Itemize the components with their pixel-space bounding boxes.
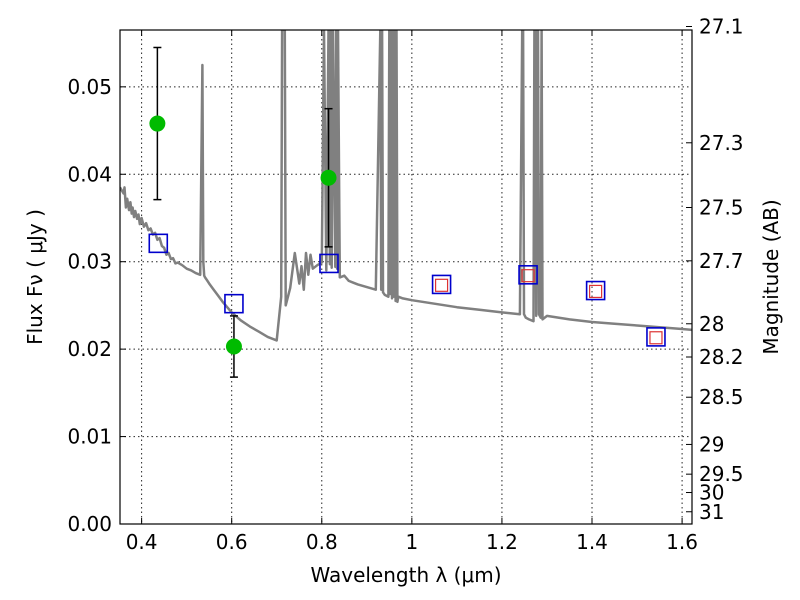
y-axis: 0.00 0.01 0.02 0.03 0.04 0.05 bbox=[67, 75, 126, 536]
plot-body bbox=[120, 30, 692, 378]
y2-tick-label: 27.5 bbox=[699, 195, 744, 219]
observed-limit-square bbox=[434, 278, 449, 292]
plot-frame bbox=[119, 29, 693, 525]
y2-tick-label: 27.3 bbox=[699, 131, 744, 155]
observed-limit-square bbox=[589, 284, 603, 299]
x-axis: 0.4 0.6 0.8 1 1.2 1.4 1.6 bbox=[126, 30, 698, 554]
model-photometry-square bbox=[431, 274, 452, 295]
model-photometry-square bbox=[518, 265, 538, 285]
y2-tick-label: 27.1 bbox=[699, 15, 744, 39]
y2-tick-label: 31 bbox=[699, 500, 724, 524]
x-tick-label: 1.2 bbox=[486, 530, 518, 554]
y2-tick-label: 28 bbox=[699, 312, 724, 336]
observed-point bbox=[320, 169, 337, 186]
model-spectrum-line bbox=[120, 30, 692, 342]
y-axis-label: Flux Fν ( μJy ) bbox=[23, 209, 47, 345]
y-tick-label: 0.01 bbox=[67, 425, 112, 449]
y2-axis-label: Magnitude (AB) bbox=[759, 199, 783, 354]
x-axis-label: Wavelength λ (μm) bbox=[310, 563, 501, 587]
y2-tick-label: 28.2 bbox=[699, 345, 744, 369]
observed-point bbox=[225, 338, 242, 355]
observed-limit-square bbox=[521, 269, 535, 283]
y-tick-label: 0.00 bbox=[67, 512, 112, 536]
y-tick-label: 0.04 bbox=[67, 162, 112, 186]
model-photometry-square bbox=[646, 327, 666, 347]
y2-tick-label: 29 bbox=[699, 432, 724, 456]
x-tick-label: 1 bbox=[405, 530, 418, 554]
x-tick-label: 1.6 bbox=[666, 530, 698, 554]
x-tick-label: 0.4 bbox=[126, 530, 158, 554]
x-tick-label: 0.8 bbox=[306, 530, 338, 554]
observed-point bbox=[149, 115, 166, 132]
model-photometry-square bbox=[319, 253, 339, 274]
x-tick-label: 1.4 bbox=[576, 530, 608, 554]
model-photometry-square bbox=[148, 233, 169, 254]
model-photometry-square bbox=[224, 293, 244, 314]
observed-limit-square bbox=[649, 331, 663, 345]
y2-tick-label: 29.5 bbox=[699, 462, 744, 486]
y-tick-label: 0.05 bbox=[67, 75, 112, 99]
y-tick-label: 0.03 bbox=[67, 250, 112, 274]
y-tick-label: 0.02 bbox=[67, 337, 112, 361]
model-photometry-square bbox=[585, 280, 606, 301]
y2-tick-label: 28.5 bbox=[699, 385, 744, 409]
x-tick-label: 0.6 bbox=[216, 530, 248, 554]
y2-tick-label: 27.7 bbox=[699, 249, 744, 273]
plot-area bbox=[120, 30, 692, 524]
y2-tick-label: 30 bbox=[699, 481, 724, 505]
